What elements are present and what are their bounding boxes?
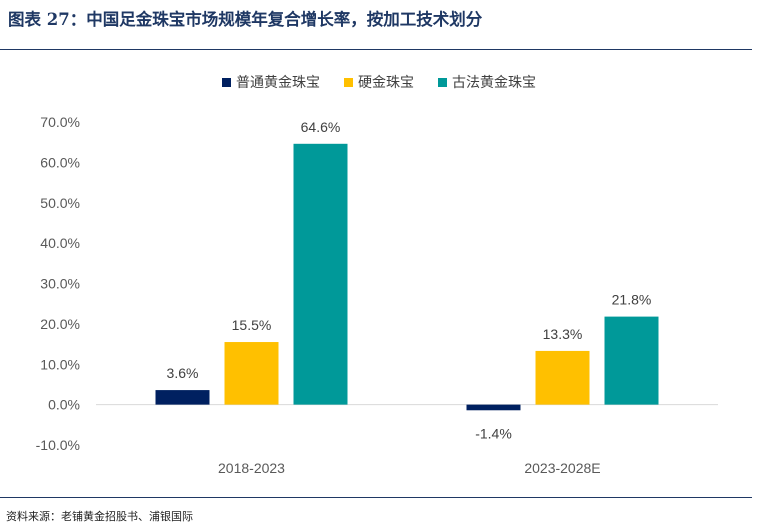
x-tick-label: 2018-2023 xyxy=(218,460,285,476)
legend-item: 硬金珠宝 xyxy=(344,72,414,92)
figure-title: 图表 27：中国足金珠宝市场规模年复合增长率，按加工技术划分 xyxy=(8,10,483,29)
title-divider xyxy=(0,49,752,50)
bar-series- xyxy=(293,143,348,405)
legend-item: 古法黄金珠宝 xyxy=(438,72,536,92)
data-label: 3.6% xyxy=(167,365,199,381)
data-label: 13.3% xyxy=(543,326,583,342)
source-note: 资料来源：老铺黄金招股书、浦银国际 xyxy=(6,510,193,523)
legend-swatch xyxy=(344,77,353,87)
legend-item: 普通黄金珠宝 xyxy=(222,72,320,92)
y-tick-label: 40.0% xyxy=(40,235,80,251)
legend-label: 硬金珠宝 xyxy=(358,75,414,91)
bar-series- xyxy=(155,390,210,405)
bar-series- xyxy=(604,316,659,405)
chart-legend: 普通黄金珠宝 硬金珠宝 古法黄金珠宝 xyxy=(0,72,758,92)
legend-swatch xyxy=(438,77,447,87)
y-tick-label: 50.0% xyxy=(40,195,80,211)
y-tick-label: -10.0% xyxy=(36,437,80,453)
y-tick-label: 60.0% xyxy=(40,154,80,170)
y-tick-label: 10.0% xyxy=(40,356,80,372)
y-tick-label: 0.0% xyxy=(48,397,80,413)
bar-series- xyxy=(466,404,521,411)
y-tick-label: 30.0% xyxy=(40,276,80,292)
bar-series- xyxy=(535,350,590,405)
data-label: 64.6% xyxy=(301,119,341,135)
report-header: 图表 27：中国足金珠宝市场规模年复合增长率，按加工技术划分 xyxy=(0,0,758,52)
legend-label: 普通黄金珠宝 xyxy=(236,75,320,91)
x-tick-label: 2023-2028E xyxy=(524,460,600,476)
y-tick-label: 70.0% xyxy=(40,114,80,130)
legend-label: 古法黄金珠宝 xyxy=(452,75,536,91)
data-label: 15.5% xyxy=(232,317,272,333)
legend-swatch xyxy=(222,77,231,87)
y-tick-label: 20.0% xyxy=(40,316,80,332)
footer-divider xyxy=(0,497,752,498)
bar-series- xyxy=(224,342,279,405)
data-label: -1.4% xyxy=(475,425,512,441)
data-label: 21.8% xyxy=(612,292,652,308)
